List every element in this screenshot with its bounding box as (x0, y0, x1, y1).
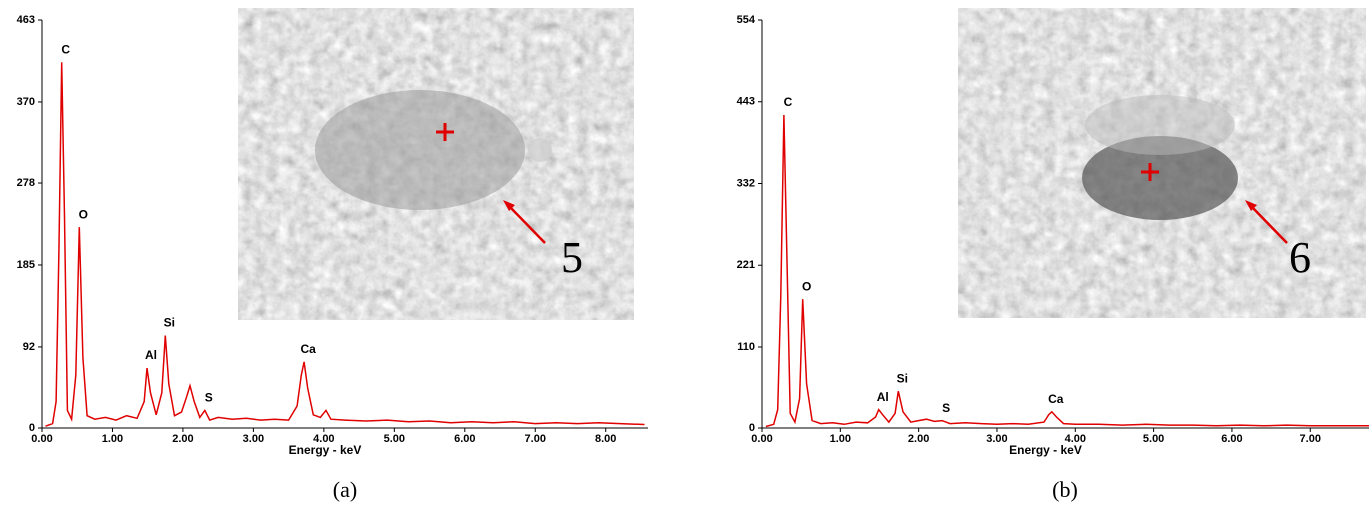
x-tick-label: 0.00 (751, 433, 772, 445)
peak-label: S (942, 401, 950, 415)
chart: 0 92 185 278 370 463 0.00 1.00 2.00 3.00 4.00 5.00 6… (17, 14, 648, 502)
x-axis-title: Energy - keV (1009, 443, 1082, 457)
y-tick-label: 463 (17, 14, 35, 26)
y-tick-label: 370 (17, 96, 35, 108)
x-tick-label: 8.00 (595, 433, 616, 445)
y-tick-label: 0 (29, 422, 35, 434)
x-axis-title: Energy - keV (289, 443, 362, 457)
x-tick-label: 1.00 (102, 433, 123, 445)
caption: (b) (1052, 477, 1078, 502)
spectrum-line (45, 62, 645, 427)
peak-label: O (802, 279, 811, 293)
x-tick-label: 6.00 (1221, 433, 1242, 445)
x-tick-label: 5.00 (1143, 433, 1164, 445)
x-tick-label: 4.00 (1065, 433, 1086, 445)
y-tick-label: 221 (737, 259, 755, 271)
x-tick-label: 3.00 (986, 433, 1007, 445)
y-tick-label: 443 (737, 96, 755, 108)
y-tick-label: 0 (749, 422, 755, 434)
y-tick-label: 185 (17, 259, 35, 271)
peak-label: Al (145, 348, 157, 362)
y-tick-label: 110 (737, 341, 755, 353)
y-tick-label: 554 (737, 14, 756, 26)
peak-label: C (784, 95, 793, 109)
y-tick-label: 92 (23, 341, 35, 353)
peak-label: Si (897, 371, 908, 385)
chart: 0 110 221 332 443 554 0.00 1.00 2.00 3.00 4.00 5.00… (737, 14, 1369, 502)
x-tick-label: 7.00 (525, 433, 546, 445)
x-tick-label: 7.00 (1300, 433, 1321, 445)
peak-label: Ca (1048, 392, 1064, 406)
x-tick-label: 2.00 (908, 433, 929, 445)
y-tick-label: 332 (737, 177, 755, 189)
y-tick-label: 278 (17, 177, 35, 189)
x-tick-label: 5.00 (384, 433, 405, 445)
x-tick-label: 3.00 (243, 433, 264, 445)
peak-label: Si (164, 316, 175, 330)
spectrum-line (765, 114, 1369, 428)
x-tick-label: 1.00 (830, 433, 851, 445)
inset-label: 5 (561, 233, 583, 282)
peak-label: O (79, 207, 88, 221)
inset-image (958, 8, 1366, 318)
peak-label: Al (877, 390, 889, 404)
x-tick-label: 6.00 (454, 433, 475, 445)
peak-label: S (205, 391, 213, 405)
x-tick-label: 0.00 (31, 433, 52, 445)
inset-label: 6 (1289, 233, 1311, 282)
peak-label: Ca (300, 342, 316, 356)
x-tick-label: 4.00 (313, 433, 334, 445)
inset-image (238, 8, 634, 320)
caption: (a) (333, 477, 357, 502)
peak-label: C (61, 42, 70, 56)
x-tick-label: 2.00 (172, 433, 193, 445)
